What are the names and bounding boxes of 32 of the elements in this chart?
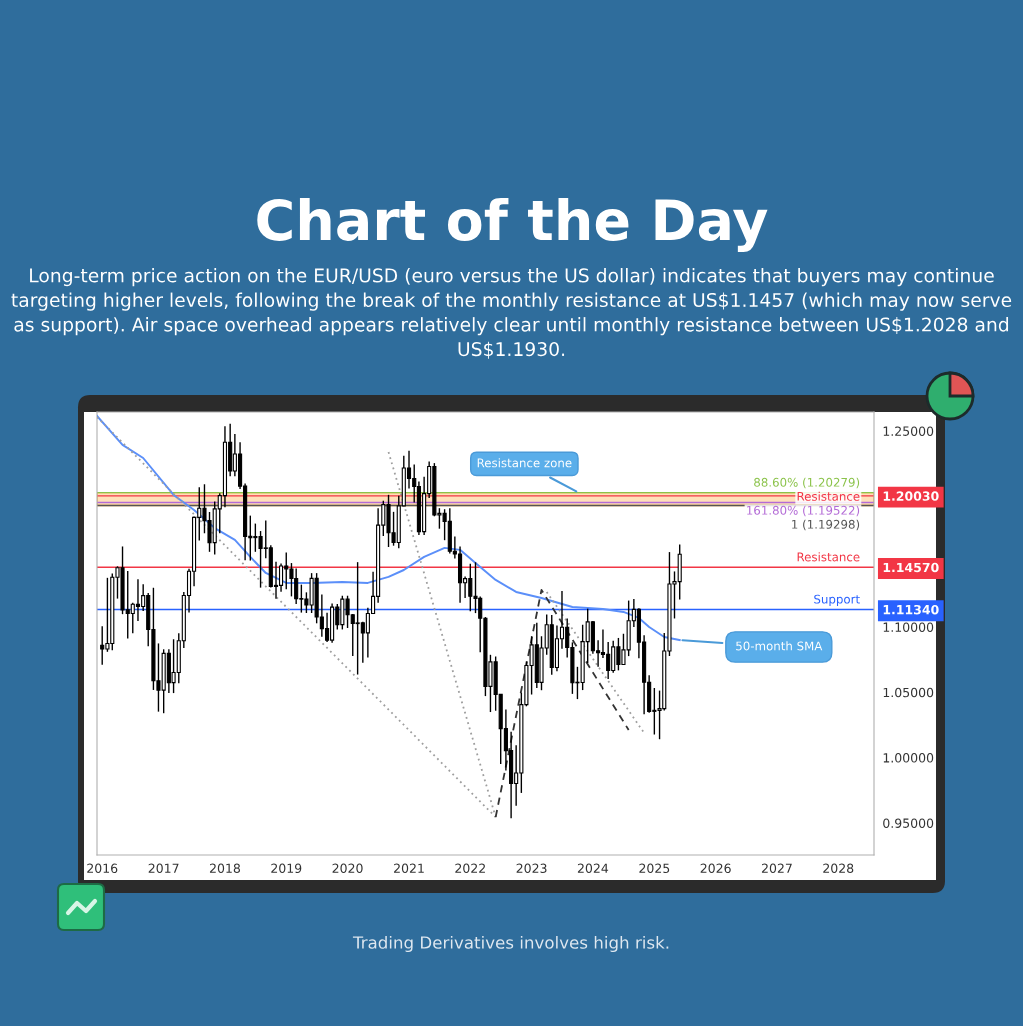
chart-title: Chart of the Day (257, 197, 768, 253)
chart-subtitle: Long-term price action on the EUR/USD (euro versus the US dollar) indicates that buyers may continue targeting higher levels, following the break of the monthly resistance at US$1.1457 (which may now serve as support). Air space overhead appears relatively clear until monthly resistance between US$1.2028 and US$1.1930. (11, 268, 1012, 359)
y-tick-label: 1.20030 (883, 491, 939, 501)
ref-line-label: Support (814, 594, 860, 606)
y-tick-label: 1.00000 (883, 753, 934, 763)
text: Trading Derivatives involves high risk. (352, 935, 669, 953)
y-tick-label: 1.05000 (883, 687, 934, 698)
x-tick-label: 2016 (87, 863, 118, 874)
band-label: Resistance zone (477, 458, 572, 468)
ref-line-label: 88.60% (1.20279) (754, 477, 860, 489)
x-tick-label: 2028 (823, 863, 854, 874)
x-tick-label: 2018 (209, 863, 241, 874)
x-tick-label: 2026 (700, 863, 731, 874)
x-tick-label: 2019 (271, 863, 302, 874)
ref-line-label: Resistance (797, 552, 860, 562)
x-tick-label: 2022 (455, 863, 485, 874)
y-tick-label: 1.11340 (883, 604, 939, 615)
x-tick-label: 2021 (394, 863, 424, 874)
ref-line-label: 161.80% (1.19522) (747, 505, 860, 517)
x-tick-label: 2023 (516, 863, 547, 874)
x-tick-label: 2025 (639, 863, 670, 874)
x-tick-label: 2020 (332, 863, 363, 874)
y-tick-label: 1.10000 (883, 622, 934, 632)
x-tick-label: 2017 (148, 863, 179, 874)
y-tick-label: 1.25000 (883, 426, 934, 436)
y-tick-label: 0.95000 (883, 818, 934, 828)
ref-line-label: 1 (1.19298) (792, 519, 860, 531)
x-tick-label: 2024 (577, 863, 609, 874)
annotation: 50-month SMA (736, 641, 823, 651)
y-tick-label: 1.14570 (883, 562, 939, 573)
x-tick-label: 2027 (761, 863, 792, 874)
ref-line-label: Resistance (797, 491, 860, 501)
